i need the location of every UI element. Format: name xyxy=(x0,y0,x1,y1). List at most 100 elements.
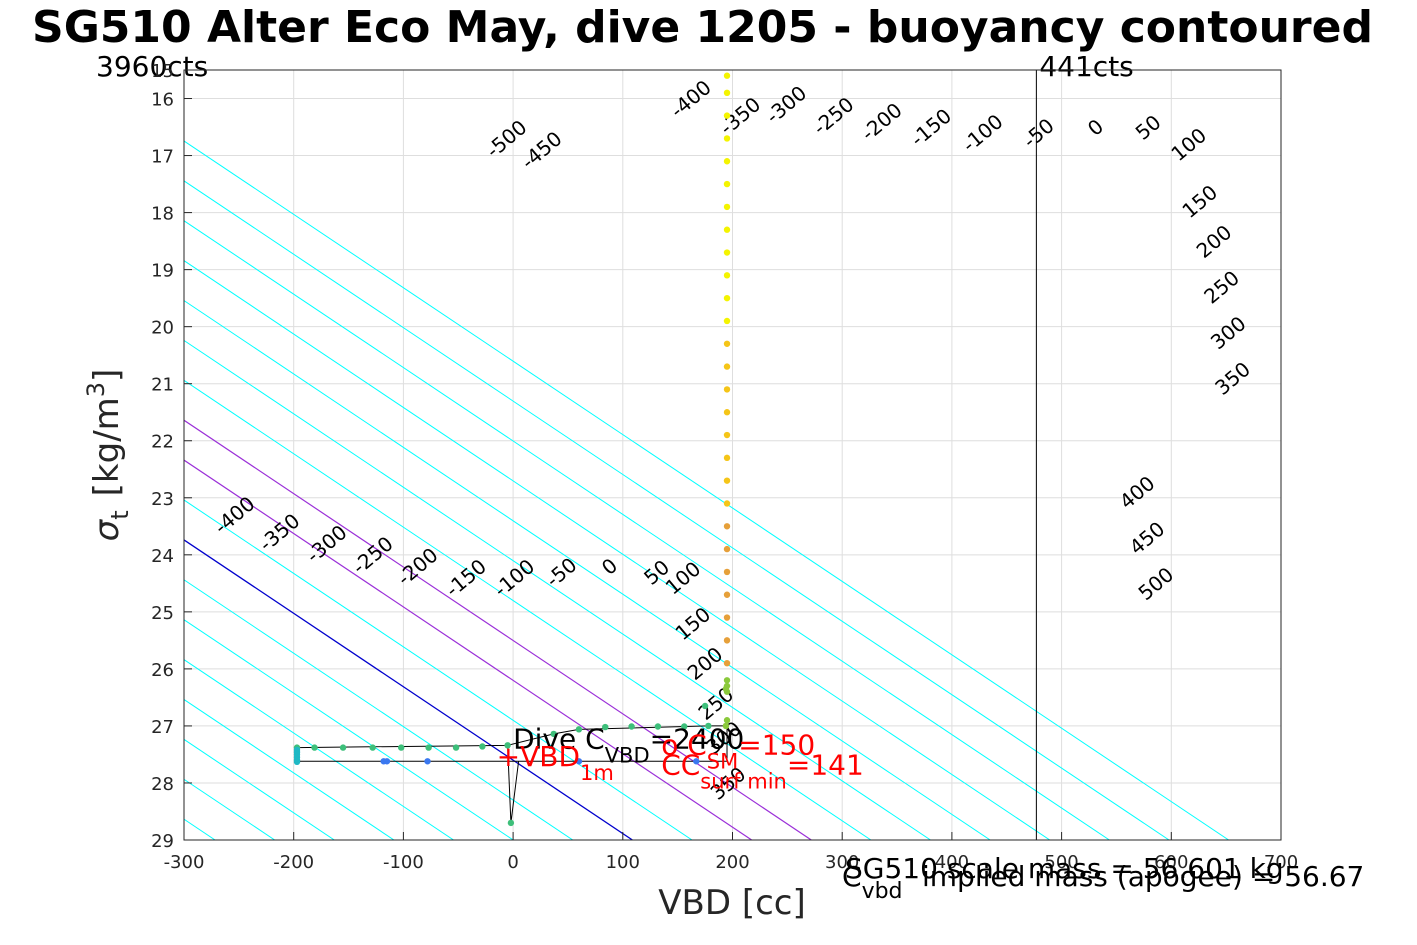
contour-label: -250 xyxy=(808,92,858,140)
data-point xyxy=(723,454,731,462)
x-tick-label: 600 xyxy=(1154,852,1188,873)
contour-label: -200 xyxy=(856,98,906,146)
data-point xyxy=(723,89,731,97)
data-point xyxy=(723,294,731,302)
y-tick-label: 24 xyxy=(151,546,174,567)
annotation: Dive CVBD=2400 xyxy=(513,723,744,768)
contour-line xyxy=(0,70,155,840)
buoyancy-contours xyxy=(0,70,1229,840)
limit-label: 441cts xyxy=(1039,50,1133,83)
x-ticks: -300 -200 -100 0 100 200 300 400 500 600 700 xyxy=(164,832,1298,873)
contour-label: -100 xyxy=(957,109,1007,157)
contour-label: -200 xyxy=(392,543,442,591)
footer-cvbd: Cvbd xyxy=(842,860,903,904)
contour-line xyxy=(184,419,812,840)
contour-line xyxy=(184,459,753,840)
contour-label: -100 xyxy=(489,554,539,602)
x-tick-label: 300 xyxy=(825,852,859,873)
contour-line xyxy=(184,539,633,840)
data-point xyxy=(723,386,731,393)
data-point xyxy=(723,677,731,684)
contour-label: 450 xyxy=(1125,517,1170,560)
y-tick-label: 29 xyxy=(151,831,174,852)
contour-label: 150 xyxy=(1177,180,1222,223)
data-point xyxy=(693,758,700,765)
data-point xyxy=(701,702,709,710)
y-tick-label: 16 xyxy=(151,90,174,111)
data-point xyxy=(602,723,609,731)
y-tick-label: 21 xyxy=(151,375,174,396)
chart-title: SG510 Alter Eco May, dive 1205 - buoyanc… xyxy=(32,2,1373,53)
x-tick-label: -100 xyxy=(383,852,424,873)
x-tick-label: 700 xyxy=(1264,852,1298,873)
x-tick-label: 500 xyxy=(1044,852,1078,873)
footer-scale-mass: SG510 scale mass = 56.601 kg xyxy=(845,852,1284,885)
data-point xyxy=(681,723,688,730)
data-point xyxy=(479,743,486,750)
contour-label: -400 xyxy=(666,75,716,123)
contour-line xyxy=(184,220,1110,840)
data-point xyxy=(722,722,730,730)
data-point xyxy=(723,637,731,644)
annotation: o CSM=150 xyxy=(661,728,815,773)
count-limit-lines: 3960cts 441cts xyxy=(96,50,1134,840)
data-point xyxy=(723,272,731,279)
data-point xyxy=(723,135,731,142)
contour-label: 250 xyxy=(1199,266,1244,309)
y-tick-label: 27 xyxy=(151,717,174,738)
contour-line xyxy=(184,180,1170,840)
data-point xyxy=(723,340,731,347)
contour-line xyxy=(184,619,514,840)
y-axis-label-symbol: σ xyxy=(87,518,127,541)
dive-path-line xyxy=(296,725,728,762)
data-point xyxy=(723,545,731,553)
y-tick-label: 22 xyxy=(151,432,174,453)
y-tick-label: 19 xyxy=(151,261,174,282)
contour-line xyxy=(184,579,574,840)
contour-line xyxy=(184,698,395,840)
y-axis-label-unit: [kg/m xyxy=(87,397,127,496)
contour-label: -350 xyxy=(715,92,765,140)
data-point xyxy=(723,112,731,119)
footer-implied-mass: implied mass (apogee) = 56.67 xyxy=(922,860,1364,893)
data-point xyxy=(705,722,712,730)
data-point xyxy=(452,744,460,751)
data-point xyxy=(723,249,731,256)
x-tick-label: -200 xyxy=(273,852,314,873)
data-point xyxy=(504,742,511,749)
data-point xyxy=(723,158,731,165)
y-tick-label: 25 xyxy=(151,603,174,624)
data-point xyxy=(425,744,432,751)
contour-label: 0 xyxy=(1083,114,1108,141)
contour-label: 400 xyxy=(1115,471,1160,514)
data-point xyxy=(575,726,583,733)
y-axis-label-sup: 3 xyxy=(82,382,110,397)
data-point xyxy=(723,203,731,211)
data-point xyxy=(723,614,731,621)
contour-label: 0 xyxy=(597,553,622,580)
data-point xyxy=(723,477,731,484)
contour-label: -150 xyxy=(906,104,956,152)
contour-label: -250 xyxy=(347,531,397,579)
contour-line xyxy=(184,339,931,840)
x-tick-label: 100 xyxy=(606,852,640,873)
contour-line xyxy=(184,379,872,840)
x-axis-label: VBD [cc] xyxy=(658,883,806,923)
footer-cvbd-text: C xyxy=(842,860,862,893)
data-point xyxy=(723,317,731,325)
y-tick-label: 17 xyxy=(151,147,174,168)
data-point xyxy=(424,758,431,765)
data-point xyxy=(723,180,731,188)
data-point xyxy=(723,431,731,439)
data-point xyxy=(628,723,635,730)
contour-label: 300 xyxy=(1206,311,1251,354)
data-point xyxy=(293,758,301,766)
y-ticks: 15 16 17 18 19 20 21 22 23 24 25 26 27 28 29 xyxy=(151,61,192,852)
contour-label: 50 xyxy=(1131,110,1166,145)
svg-text:σt[kg/m3]: σt [kg/m3] xyxy=(82,369,134,542)
data-point xyxy=(723,523,731,530)
contour-label: -150 xyxy=(441,554,491,602)
x-tick-label: 400 xyxy=(935,852,969,873)
